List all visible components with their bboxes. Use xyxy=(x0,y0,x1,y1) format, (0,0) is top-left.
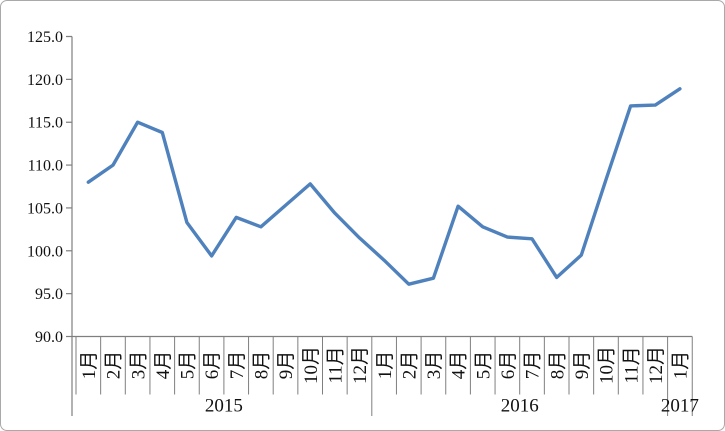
y-tick-label: 90.0 xyxy=(35,329,63,346)
x-category-label: 7月 xyxy=(523,351,544,380)
x-category-label: 9月 xyxy=(276,351,297,380)
x-category-label: 6月 xyxy=(202,351,223,380)
x-category-label: 12月 xyxy=(350,346,371,384)
x-category-label: 3月 xyxy=(128,351,149,380)
x-category-label: 2月 xyxy=(104,351,125,380)
x-category-label: 5月 xyxy=(473,351,494,380)
y-tick-label: 115.0 xyxy=(28,115,63,132)
x-category-label: 11月 xyxy=(325,346,346,383)
y-tick-label: 120.0 xyxy=(27,72,63,89)
year-label: 2016 xyxy=(501,396,539,417)
x-category-label: 10月 xyxy=(597,346,618,384)
x-category-label: 1月 xyxy=(375,351,396,380)
y-tick-label: 105.0 xyxy=(27,200,63,217)
x-category-label: 8月 xyxy=(252,351,273,380)
x-category-label: 1月 xyxy=(671,351,692,380)
year-label: 2017 xyxy=(661,396,699,417)
x-category-label: 12月 xyxy=(646,346,667,384)
y-tick-label: 125.0 xyxy=(27,29,63,46)
x-category-label: 6月 xyxy=(498,351,519,380)
x-category-label: 1月 xyxy=(79,351,100,380)
x-category-label: 9月 xyxy=(572,351,593,380)
x-category-label: 4月 xyxy=(449,351,470,380)
y-tick-label: 95.0 xyxy=(35,286,63,303)
x-category-label: 4月 xyxy=(153,351,174,380)
x-category-label: 10月 xyxy=(301,346,322,384)
x-category-label: 5月 xyxy=(178,351,199,380)
x-category-label: 3月 xyxy=(424,351,445,380)
x-category-label: 2月 xyxy=(399,351,420,380)
year-label: 2015 xyxy=(205,396,243,417)
x-category-label: 11月 xyxy=(621,346,642,383)
x-category-label: 7月 xyxy=(227,351,248,380)
x-category-label: 8月 xyxy=(547,351,568,380)
y-tick-label: 110.0 xyxy=(28,158,63,175)
series-line xyxy=(86,87,682,286)
y-tick-label: 100.0 xyxy=(27,243,63,260)
